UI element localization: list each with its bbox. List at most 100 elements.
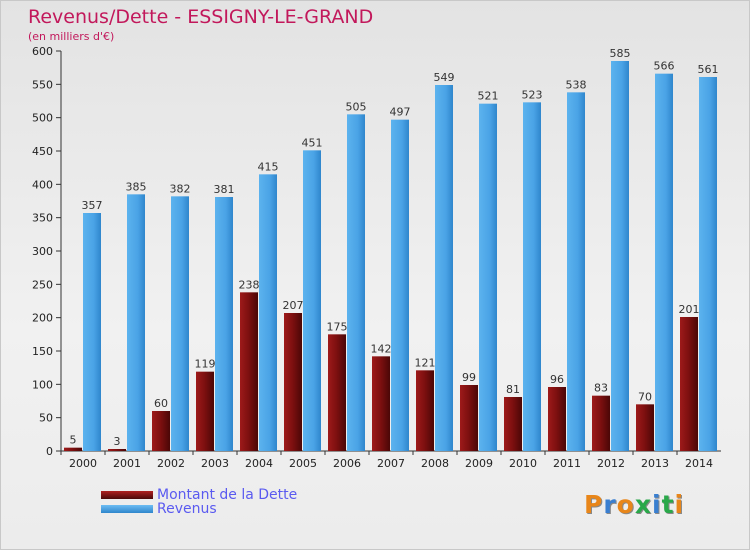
data-label-revenue: 415	[258, 160, 279, 173]
data-label-revenue: 538	[566, 78, 587, 91]
bar-revenue	[171, 196, 189, 451]
y-tick-label: 550	[32, 78, 53, 91]
bar-debt	[636, 404, 654, 451]
x-tick-label: 2012	[597, 457, 625, 470]
y-tick-label: 600	[32, 45, 53, 58]
logo-letter: r	[603, 490, 617, 519]
bar-revenue	[83, 213, 101, 451]
y-tick-label: 0	[46, 445, 53, 458]
data-label-debt: 96	[550, 373, 564, 386]
data-label-revenue: 382	[170, 182, 191, 195]
logo-letter: P	[584, 490, 604, 519]
x-tick-label: 2005	[289, 457, 317, 470]
bar-debt	[548, 387, 566, 451]
y-tick-label: 500	[32, 112, 53, 125]
x-tick-label: 2003	[201, 457, 229, 470]
logo-letter: i	[674, 490, 685, 519]
data-label-debt: 201	[679, 303, 700, 316]
data-label-debt: 119	[195, 358, 216, 371]
x-tick-label: 2010	[509, 457, 537, 470]
bar-revenue	[479, 103, 497, 452]
bar-revenue	[523, 102, 541, 451]
unit-label: (en milliers d'€)	[28, 30, 115, 43]
bar-debt	[592, 395, 610, 451]
proxiti-logo: Proxiti	[584, 490, 684, 519]
data-label-revenue: 566	[654, 60, 675, 73]
bar-revenue	[655, 73, 673, 452]
data-label-revenue: 523	[522, 88, 543, 101]
data-label-revenue: 497	[390, 106, 411, 119]
data-label-debt: 81	[506, 383, 520, 396]
bar-revenue	[699, 77, 717, 451]
x-tick-label: 2001	[113, 457, 141, 470]
x-tick-label: 2009	[465, 457, 493, 470]
bar-debt	[284, 313, 302, 451]
bar-debt	[416, 370, 434, 451]
bar-debt	[240, 292, 258, 451]
data-label-debt: 5	[70, 434, 77, 447]
x-tick-label: 2013	[641, 457, 669, 470]
bar-debt	[460, 385, 478, 451]
data-label-revenue: 505	[346, 100, 367, 113]
x-tick-label: 2004	[245, 457, 273, 470]
bar-debt	[64, 447, 82, 451]
bar-debt	[504, 397, 522, 451]
logo-letter: i	[652, 490, 662, 519]
y-tick-label: 250	[32, 278, 53, 291]
data-label-revenue: 381	[214, 183, 235, 196]
data-label-revenue: 451	[302, 136, 323, 149]
y-tick-label: 200	[32, 312, 53, 325]
data-label-debt: 60	[154, 397, 168, 410]
bar-revenue	[567, 92, 585, 451]
data-label-revenue: 357	[82, 199, 103, 212]
data-label-revenue: 561	[698, 63, 719, 76]
bar-debt	[108, 449, 126, 451]
legend-label-revenue: Revenus	[157, 501, 217, 517]
data-label-debt: 207	[283, 299, 304, 312]
chart-title: Revenus/Dette - ESSIGNY-LE-GRAND	[28, 6, 374, 28]
data-label-debt: 3	[114, 435, 121, 448]
bar-revenue	[611, 61, 629, 451]
x-tick-label: 2000	[69, 457, 97, 470]
bar-debt	[152, 411, 170, 451]
x-tick-label: 2006	[333, 457, 361, 470]
bar-debt	[328, 334, 346, 451]
data-label-debt: 121	[415, 356, 436, 369]
x-tick-label: 2002	[157, 457, 185, 470]
x-tick-label: 2007	[377, 457, 405, 470]
logo-letter: x	[634, 490, 652, 519]
legend-swatch-revenue	[101, 505, 153, 513]
legend-label-debt: Montant de la Dette	[157, 487, 298, 503]
y-tick-label: 400	[32, 178, 53, 191]
data-label-debt: 70	[638, 390, 652, 403]
data-label-revenue: 385	[126, 180, 147, 193]
bar-revenue	[259, 174, 277, 452]
bar-revenue	[303, 150, 321, 452]
y-tick-label: 100	[32, 378, 53, 391]
legend-swatch-debt	[101, 491, 153, 499]
bar-revenue	[391, 119, 409, 452]
y-tick-label: 150	[32, 345, 53, 358]
bar-revenue	[127, 194, 145, 452]
data-label-revenue: 521	[478, 90, 499, 103]
data-label-revenue: 585	[610, 47, 631, 60]
bar-revenue	[347, 114, 365, 451]
logo-letter: t	[661, 490, 675, 519]
data-label-debt: 238	[239, 278, 260, 291]
y-tick-label: 300	[32, 245, 53, 258]
data-label-debt: 99	[462, 371, 476, 384]
x-tick-label: 2014	[685, 457, 713, 470]
x-tick-label: 2011	[553, 457, 581, 470]
bar-debt	[680, 317, 698, 451]
bar-debt	[372, 356, 390, 451]
y-tick-label: 350	[32, 212, 53, 225]
bar-revenue	[435, 85, 453, 451]
bar-revenue	[215, 197, 233, 451]
data-label-revenue: 549	[434, 71, 455, 84]
x-tick-label: 2008	[421, 457, 449, 470]
y-tick-label: 450	[32, 145, 53, 158]
data-label-debt: 175	[327, 320, 348, 333]
y-tick-label: 50	[39, 412, 53, 425]
